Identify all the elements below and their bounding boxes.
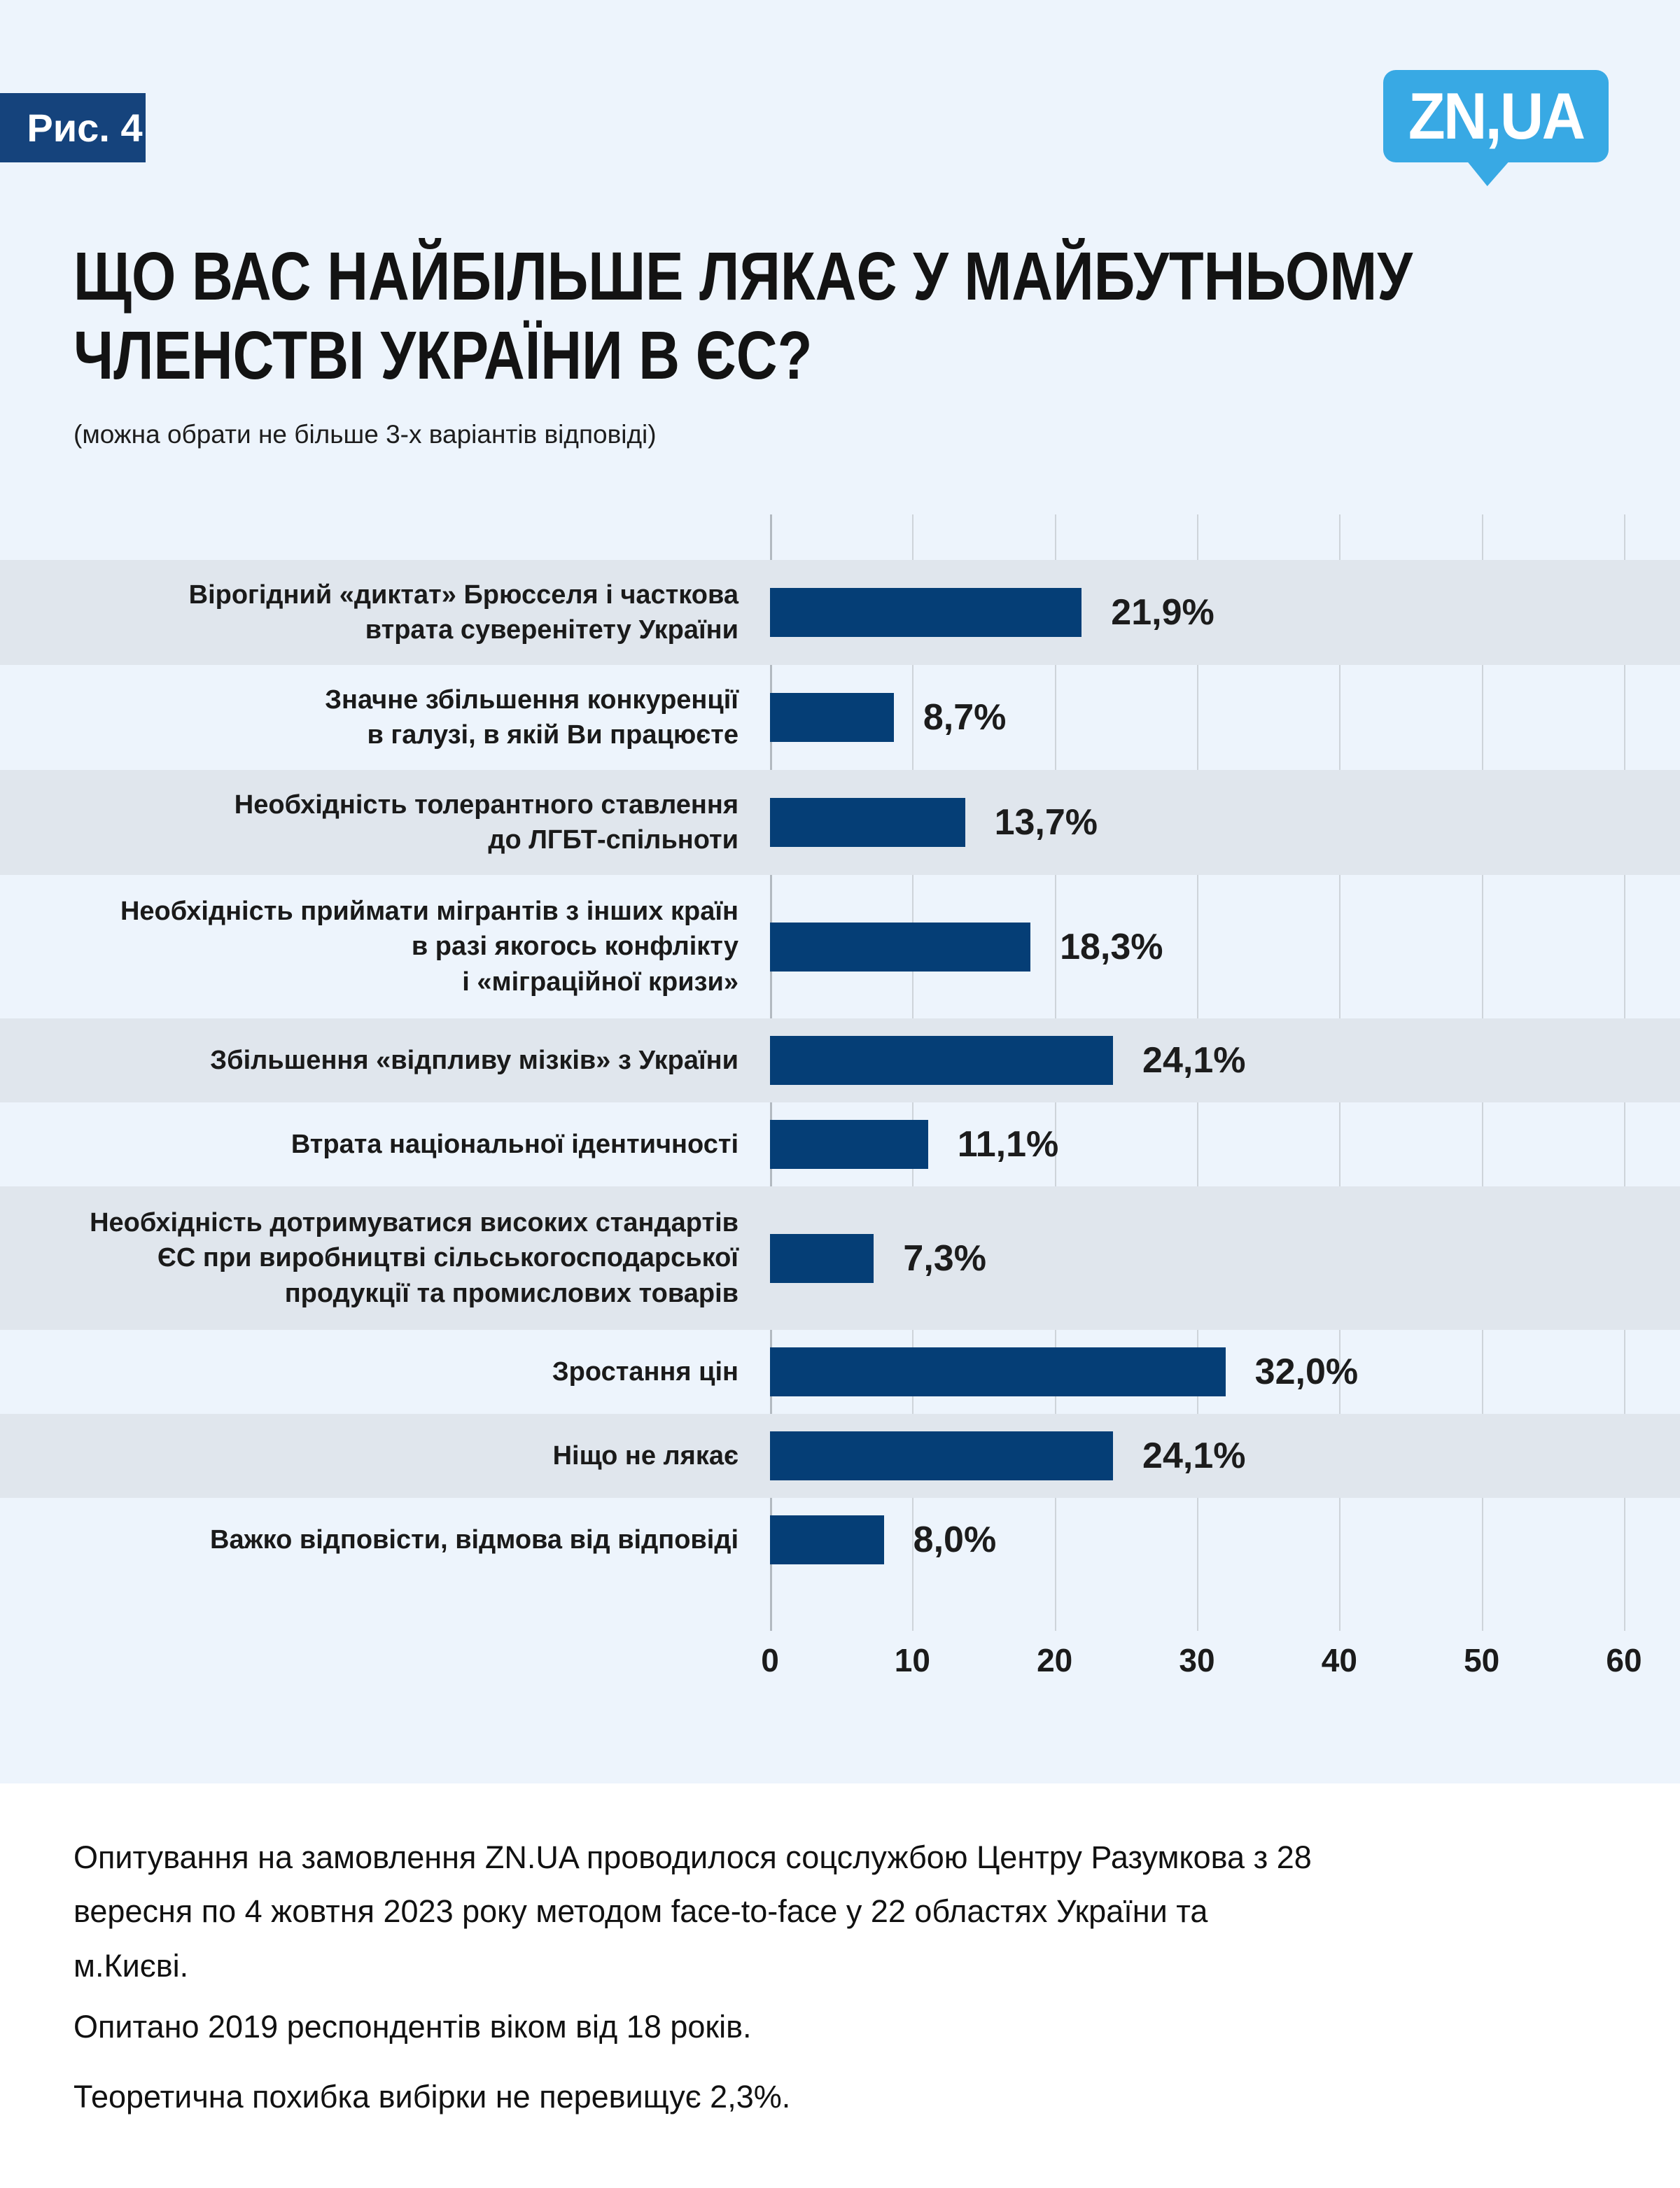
table-row: Необхідність толерантного ставлення до Л…: [0, 770, 1680, 875]
bar: [770, 922, 1031, 972]
speech-bubble-tail: [1466, 160, 1511, 186]
table-row: Ніщо не лякає 24,1%: [0, 1414, 1680, 1498]
bar: [770, 693, 894, 742]
x-tick-label: 30: [1179, 1642, 1215, 1678]
bar-value-label: 11,1%: [957, 1124, 1059, 1165]
category-label: Ніщо не лякає: [552, 1440, 738, 1471]
bar: [770, 1347, 1226, 1396]
x-tick-label: 40: [1321, 1642, 1357, 1678]
category-label: Збільшення «відпливу мізків» з України: [210, 1045, 738, 1075]
category-label: Необхідність толерантного ставлення до Л…: [234, 790, 738, 855]
x-tick-label: 10: [894, 1642, 930, 1678]
category-label: Значне збільшення конкуренції в галузі, …: [325, 685, 738, 750]
bar-area: 8,7%: [770, 665, 1006, 770]
bar-area: 21,9%: [770, 560, 1214, 665]
table-row: Важко відповісти, відмова від відповіді 8…: [0, 1498, 1680, 1582]
bar: [770, 798, 965, 847]
category-label: Важко відповісти, відмова від відповіді: [210, 1524, 738, 1555]
table-row: Необхідність приймати мігрантів з інших …: [0, 875, 1680, 1018]
table-row: Збільшення «відпливу мізків» з України 24…: [0, 1018, 1680, 1102]
bar-value-label: 7,3%: [903, 1237, 986, 1279]
category-label: Необхідність дотримуватися високих станд…: [90, 1208, 738, 1308]
bar: [770, 1036, 1114, 1085]
bar-value-label: 24,1%: [1142, 1040, 1246, 1081]
bar-value-label: 18,3%: [1060, 926, 1163, 967]
x-axis: 0 10 20 30 40 50 60: [761, 1641, 1680, 1683]
category-label: Вірогідний «диктат» Брюсселя і часткова …: [188, 580, 738, 645]
bar-area: 24,1%: [770, 1018, 1245, 1102]
bar-value-label: 21,9%: [1111, 592, 1214, 633]
bar: [770, 1515, 884, 1564]
bar-area: 32,0%: [770, 1330, 1358, 1414]
x-tick-label: 0: [761, 1642, 779, 1678]
bar-value-label: 24,1%: [1142, 1436, 1246, 1476]
x-tick-label: 20: [1037, 1642, 1073, 1678]
chart-title: ЩО ВАС НАЙБІЛЬШЕ ЛЯКАЄ У МАЙБУТНЬОМУ ЧЛЕ…: [74, 238, 1413, 394]
chart-section: Рис. 4 ZN,UA ЩО ВАС НАЙБІЛЬШЕ ЛЯКАЄ У МА…: [0, 0, 1680, 1783]
table-row: Зростання цін 32,0%: [0, 1330, 1680, 1414]
footer-error-text: Теоретична похибка вибірки не перевищує …: [74, 2079, 791, 2115]
bar-area: 18,3%: [770, 875, 1163, 1018]
bar-area: 11,1%: [770, 1102, 1058, 1186]
bar: [770, 588, 1082, 637]
bar-area: 7,3%: [770, 1186, 986, 1330]
footer-section: Опитування на замовлення ZN.UA проводило…: [0, 1783, 1680, 2188]
x-tick-label: 60: [1606, 1642, 1642, 1678]
bar-value-label: 32,0%: [1254, 1352, 1359, 1392]
table-row: Значне збільшення конкуренції в галузі, …: [0, 665, 1680, 770]
bar-value-label: 8,0%: [913, 1520, 997, 1560]
znua-logo-text: ZN,UA: [1408, 79, 1586, 153]
bar: [770, 1120, 928, 1169]
bar: [770, 1431, 1114, 1480]
znua-logo: ZN,UA: [1383, 70, 1609, 186]
footer-methodology-text: Опитування на замовлення ZN.UA проводило…: [74, 1839, 1312, 1984]
figure-badge: Рис. 4: [0, 93, 146, 162]
figure-badge-label: Рис. 4: [27, 106, 143, 150]
footer-sample-text: Опитано 2019 респондентів віком від 18 р…: [74, 2009, 752, 2045]
bar: [770, 1233, 874, 1283]
bar-value-label: 8,7%: [923, 697, 1007, 738]
table-row: Необхідність дотримуватися високих станд…: [0, 1186, 1680, 1330]
chart-subtitle: (можна обрати не більше 3-х варіантів ві…: [74, 420, 657, 449]
bar-area: 8,0%: [770, 1498, 996, 1582]
bar-area: 13,7%: [770, 770, 1098, 875]
x-tick-label: 50: [1464, 1642, 1500, 1678]
category-label: Зростання цін: [552, 1356, 738, 1387]
category-label: Втрата національної ідентичності: [290, 1129, 738, 1159]
table-row: Втрата національної ідентичності 11,1%: [0, 1102, 1680, 1186]
table-row: Вірогідний «диктат» Брюсселя і часткова …: [0, 560, 1680, 665]
category-label: Необхідність приймати мігрантів з інших …: [120, 897, 738, 997]
bar-area: 24,1%: [770, 1414, 1245, 1498]
bar-rows: Вірогідний «диктат» Брюсселя і часткова …: [0, 560, 1680, 1582]
bar-value-label: 13,7%: [994, 802, 1098, 843]
